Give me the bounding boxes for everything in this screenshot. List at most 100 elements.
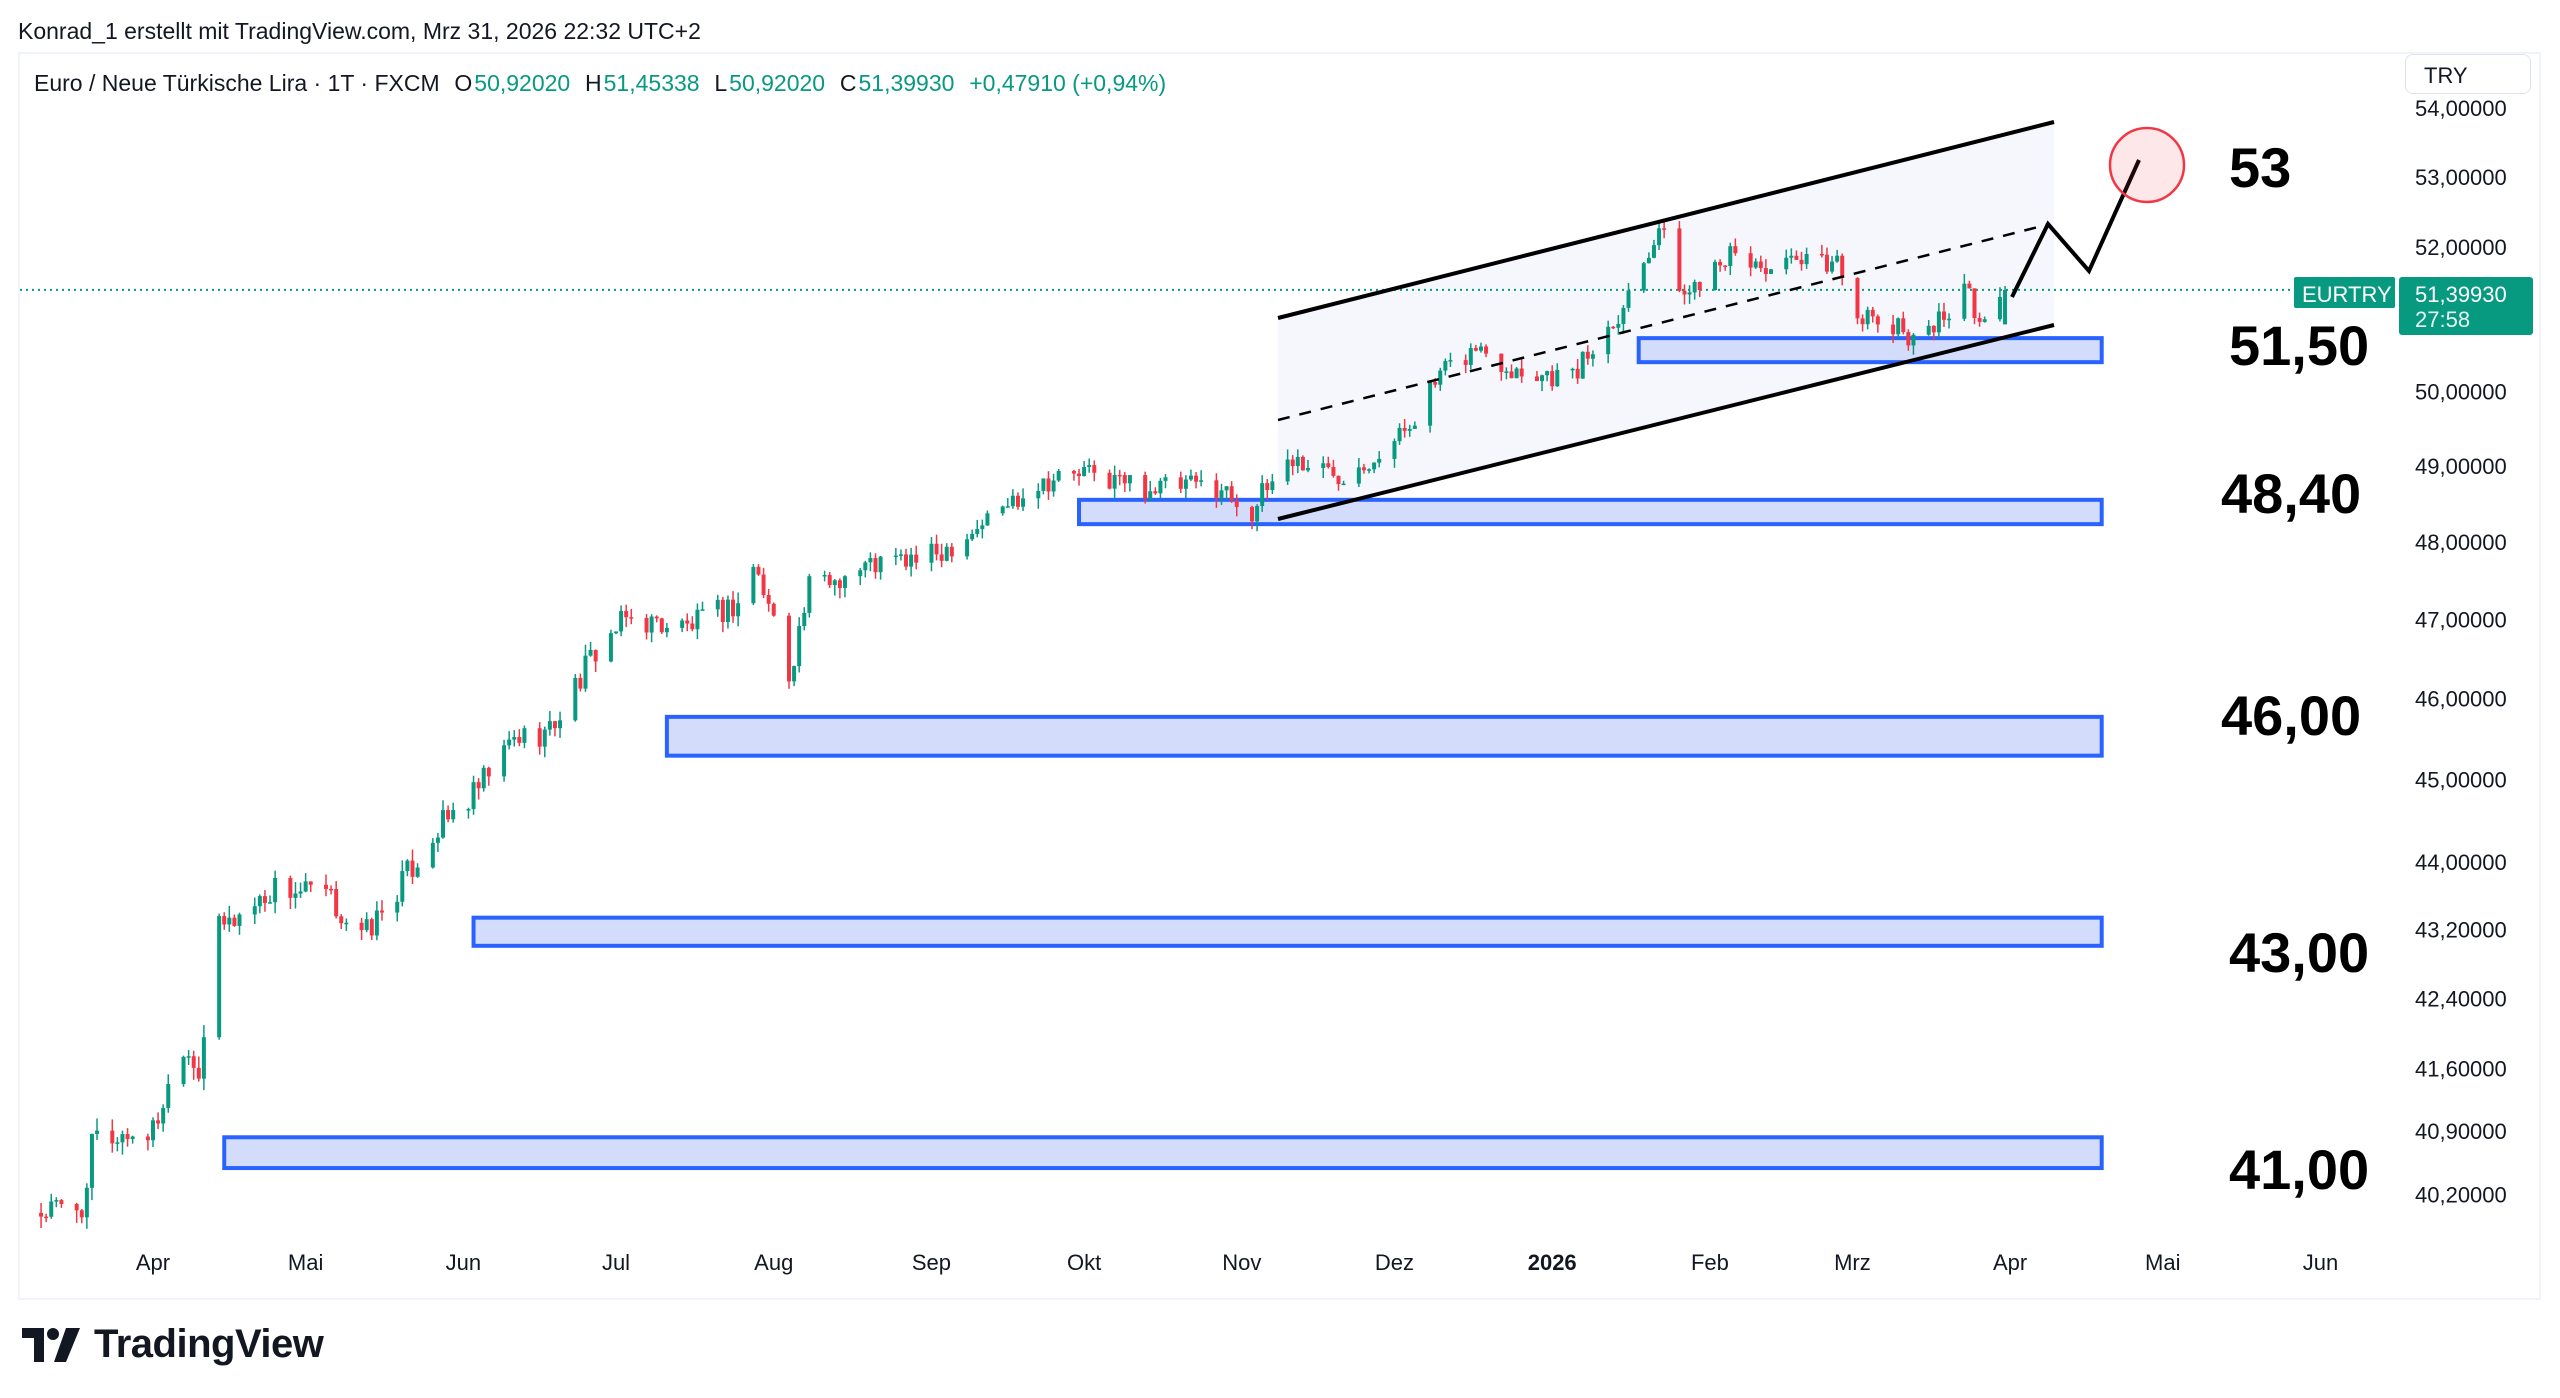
candle-body [858, 570, 863, 577]
candle-up [736, 592, 741, 627]
candle-up [1021, 488, 1026, 511]
candle-body [558, 720, 563, 729]
level-label-43-00: 43,00 [2229, 921, 2369, 984]
candle-body [1051, 480, 1056, 492]
candle-up [441, 800, 446, 839]
candle-down [1361, 463, 1366, 474]
candle-body [1046, 478, 1051, 492]
candle-down [1977, 312, 1982, 327]
candle-down [156, 1112, 161, 1130]
candle-down [1077, 468, 1082, 486]
candle-up [161, 1104, 166, 1132]
candle-up [1260, 475, 1265, 512]
tradingview-logo-text: TradingView [94, 1322, 324, 1366]
candle-up [1082, 461, 1087, 477]
candle-body [1372, 462, 1377, 470]
candle-down [232, 914, 237, 927]
candle-up [466, 807, 471, 819]
candle-body [1402, 427, 1407, 431]
candle-up [573, 674, 578, 722]
projection-path[interactable] [2010, 159, 2141, 298]
candle-up [1789, 248, 1794, 264]
candle-up [980, 519, 985, 539]
candle-up [1687, 285, 1692, 304]
candle-up [1468, 343, 1473, 370]
time-tick-label: Feb [1691, 1250, 1729, 1275]
candle-up [1397, 423, 1402, 445]
candle-down [1015, 492, 1020, 510]
candle-body [1840, 255, 1845, 279]
candle-down [1794, 250, 1799, 261]
candle-up [237, 912, 242, 935]
candle-body [1860, 318, 1865, 325]
time-tick-label: Okt [1067, 1250, 1101, 1275]
candle-up [1651, 239, 1656, 259]
currency-button[interactable]: TRY [2405, 54, 2531, 94]
candle-down [1331, 459, 1336, 478]
candle-up [268, 895, 273, 904]
candle-body [787, 615, 791, 682]
candle-body [1509, 371, 1514, 379]
candle-down [1677, 221, 1682, 293]
symbol-name[interactable]: Euro / Neue Türkische Lira · 1T · FXCM [34, 70, 440, 96]
candle-up [522, 725, 527, 749]
candle-body [664, 627, 669, 633]
candle-down [196, 1056, 201, 1082]
candle-up [507, 731, 512, 750]
candle-body [1687, 292, 1692, 295]
candle-body [446, 810, 451, 820]
time-tick-label: Apr [1993, 1250, 2027, 1275]
candle-down [1250, 505, 1255, 530]
candle-up [1295, 449, 1300, 474]
candle-down [1519, 359, 1524, 383]
candle-body [1728, 246, 1733, 267]
candle-up [1982, 316, 1987, 323]
candle-up [1784, 249, 1789, 275]
candle-body [1504, 371, 1509, 373]
candle-up [1051, 473, 1056, 497]
candle-body [1947, 318, 1952, 321]
candle-down [934, 534, 939, 561]
candle-up [985, 510, 990, 526]
tradingview-logo[interactable]: TradingView [22, 1322, 324, 1367]
support-zone [222, 1135, 2104, 1171]
candle-body [1555, 369, 1560, 387]
candle-down [1840, 253, 1845, 286]
ohlc-legend: Euro / Neue Türkische Lira · 1T · FXCM O… [34, 70, 1168, 97]
candle-body [344, 922, 349, 925]
channel-mid-line[interactable] [1277, 222, 2051, 422]
candle-down [766, 588, 771, 612]
candle-body [588, 649, 593, 656]
candle-body [934, 543, 939, 555]
candle-body [1071, 470, 1076, 474]
candle-up [1713, 259, 1718, 291]
candle-up [588, 641, 593, 657]
candle-up [1936, 303, 1941, 339]
candle-body [1153, 491, 1158, 494]
candle-body [512, 737, 517, 740]
candle-body [771, 603, 776, 616]
channel-upper-line[interactable] [1277, 120, 2055, 320]
candle-down [1941, 302, 1946, 327]
price-tick-label: 40,90000 [2415, 1119, 2507, 1144]
candle-down [771, 602, 776, 617]
channel-lower-line[interactable] [1277, 323, 2055, 521]
candle-body [1936, 311, 1941, 333]
candle-down [827, 572, 832, 588]
candle-up [664, 623, 669, 638]
time-tick-label: Jun [2303, 1250, 2338, 1275]
candle-body [1982, 319, 1987, 322]
candle-down [1824, 247, 1829, 274]
support-zone [664, 714, 2104, 758]
candle-body [1901, 318, 1906, 333]
target-circle[interactable] [2108, 126, 2186, 204]
candle-body [1855, 278, 1860, 319]
time-tick-label: 2026 [1528, 1250, 1577, 1275]
candle-body [400, 871, 405, 902]
price-axis[interactable]: 54,00000 53,00000 52,00000 50,00000 49,00000… [2415, 96, 2507, 1207]
candle-body [1305, 467, 1310, 471]
candle-body [1005, 506, 1010, 508]
time-axis[interactable]: Apr Mai Jun Jul Aug Sep Okt Nov Dez 2026 Feb Mrz Apr… [136, 1250, 2338, 1275]
candle-body [802, 612, 807, 627]
